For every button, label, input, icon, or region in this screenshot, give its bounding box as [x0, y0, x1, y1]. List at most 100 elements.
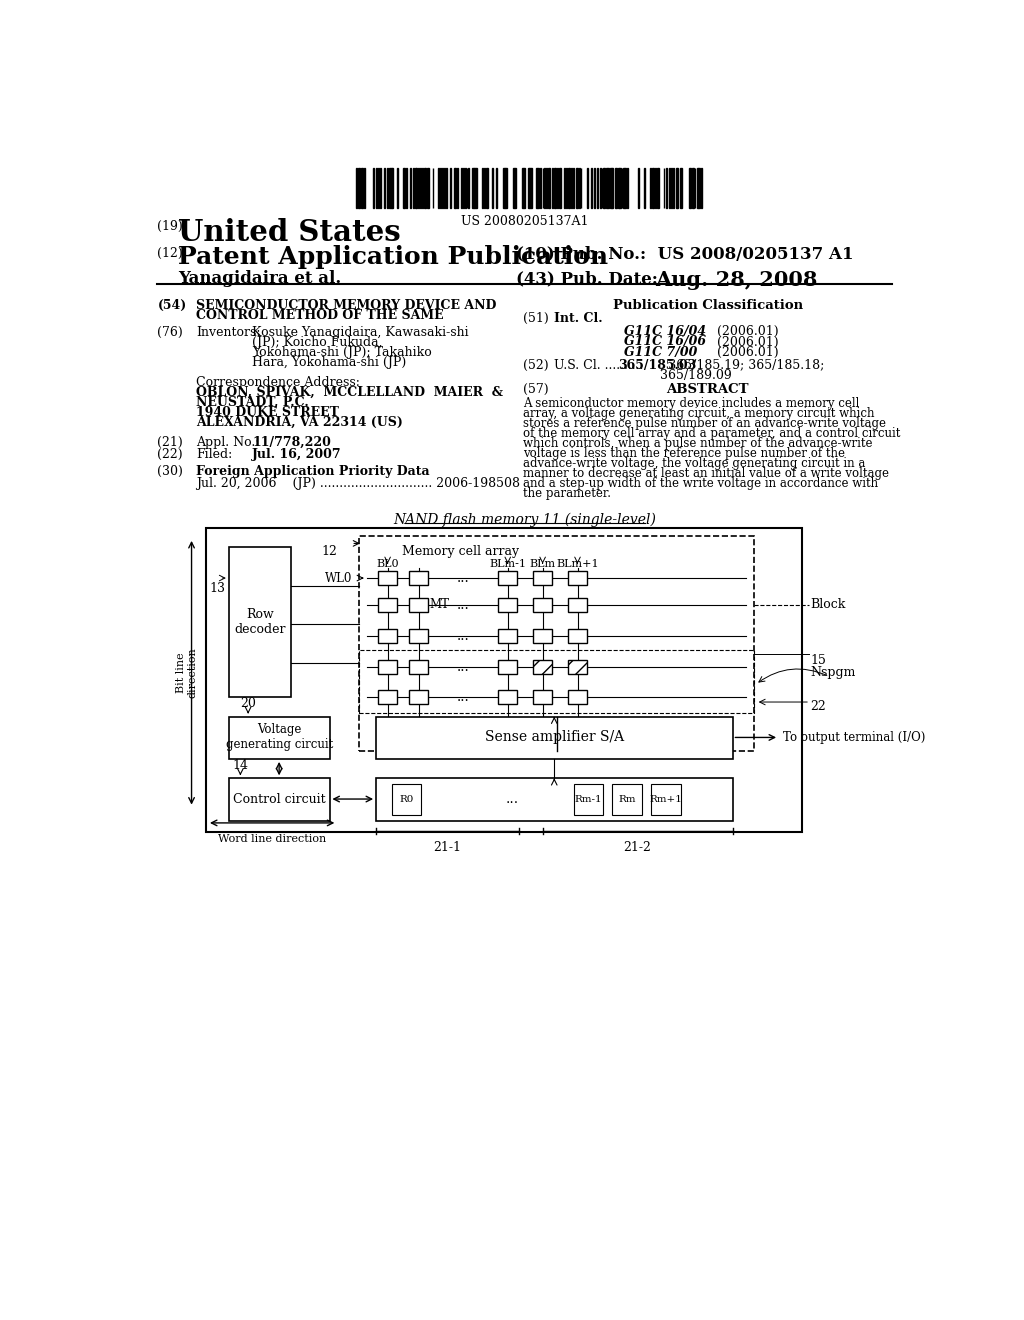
- Bar: [534, 660, 552, 673]
- Text: U.S. Cl. ..........: U.S. Cl. ..........: [554, 359, 647, 372]
- Bar: [359, 649, 755, 713]
- Bar: [410, 690, 428, 705]
- Text: (2006.01): (2006.01): [717, 335, 778, 348]
- Text: ALEXANDRIA, VA 22314 (US): ALEXANDRIA, VA 22314 (US): [197, 416, 403, 429]
- Bar: [620, 168, 621, 207]
- Text: CONTROL METHOD OF THE SAME: CONTROL METHOD OF THE SAME: [197, 309, 443, 322]
- Text: Kosuke Yanagidaira, Kawasaki-shi: Kosuke Yanagidaira, Kawasaki-shi: [252, 326, 469, 339]
- Text: (51): (51): [523, 313, 549, 326]
- Bar: [612, 784, 642, 816]
- Bar: [698, 168, 700, 207]
- Bar: [378, 660, 397, 673]
- Text: ...: ...: [457, 660, 469, 673]
- Text: (2006.01): (2006.01): [717, 325, 778, 338]
- Text: 365/185.03: 365/185.03: [617, 359, 696, 372]
- Text: MT: MT: [429, 598, 450, 611]
- Bar: [572, 168, 574, 207]
- Bar: [503, 168, 505, 207]
- Text: Row
decoder: Row decoder: [234, 609, 286, 636]
- Text: BLm-1: BLm-1: [489, 558, 526, 569]
- Bar: [624, 168, 626, 207]
- Text: array, a voltage generating circuit, a memory circuit which: array, a voltage generating circuit, a m…: [523, 407, 874, 420]
- Bar: [499, 690, 517, 705]
- Text: Publication Classification: Publication Classification: [612, 298, 803, 312]
- Text: ...: ...: [505, 792, 518, 807]
- Text: the parameter.: the parameter.: [523, 487, 611, 500]
- Text: Nspgm: Nspgm: [810, 667, 855, 680]
- Bar: [680, 168, 682, 207]
- Bar: [557, 168, 558, 207]
- Bar: [570, 168, 572, 207]
- Bar: [376, 717, 732, 759]
- Text: (57): (57): [523, 383, 549, 396]
- Bar: [652, 168, 654, 207]
- Text: which controls, when a pulse number of the advance-write: which controls, when a pulse number of t…: [523, 437, 872, 450]
- Bar: [387, 168, 388, 207]
- Text: Memory cell array: Memory cell array: [401, 545, 519, 558]
- Text: Voltage
generating circuit: Voltage generating circuit: [225, 723, 333, 751]
- Bar: [513, 168, 515, 207]
- Text: United States: United States: [178, 218, 401, 247]
- Bar: [568, 660, 587, 673]
- Bar: [410, 660, 428, 673]
- Text: ...: ...: [457, 598, 469, 612]
- Text: G11C 16/06: G11C 16/06: [624, 335, 707, 348]
- Bar: [378, 572, 397, 585]
- Bar: [575, 168, 578, 207]
- Bar: [378, 628, 397, 643]
- Text: 21-2: 21-2: [624, 841, 651, 854]
- Text: US 20080205137A1: US 20080205137A1: [461, 215, 589, 228]
- Bar: [228, 548, 291, 697]
- Bar: [537, 168, 539, 207]
- Text: ...: ...: [457, 690, 469, 705]
- Text: (76): (76): [158, 326, 183, 339]
- Bar: [610, 168, 611, 207]
- Bar: [534, 690, 552, 705]
- Text: BLm: BLm: [529, 558, 556, 569]
- Text: WL0: WL0: [326, 572, 352, 585]
- Text: (22): (22): [158, 447, 183, 461]
- Bar: [499, 572, 517, 585]
- Bar: [356, 168, 357, 207]
- Text: (21): (21): [158, 436, 183, 449]
- Bar: [410, 598, 428, 612]
- Bar: [568, 572, 587, 585]
- Text: voltage is less than the reference pulse number of the: voltage is less than the reference pulse…: [523, 447, 845, 461]
- Bar: [554, 168, 556, 207]
- Text: Hara, Yokohama-shi (JP): Hara, Yokohama-shi (JP): [252, 356, 407, 370]
- Bar: [376, 779, 732, 821]
- Text: Int. Cl.: Int. Cl.: [554, 313, 603, 326]
- Text: Foreign Application Priority Data: Foreign Application Priority Data: [197, 465, 430, 478]
- Text: Appl. No.:: Appl. No.:: [197, 436, 259, 449]
- Bar: [361, 168, 362, 207]
- Bar: [689, 168, 690, 207]
- Text: Yanagidaira et al.: Yanagidaira et al.: [178, 271, 342, 286]
- Text: NEUSTADT, P.C.: NEUSTADT, P.C.: [197, 396, 309, 409]
- Bar: [358, 168, 359, 207]
- Bar: [692, 168, 693, 207]
- Bar: [378, 690, 397, 705]
- Text: ...: ...: [457, 572, 469, 585]
- Text: (52): (52): [523, 359, 549, 372]
- Text: SEMICONDUCTOR MEMORY DEVICE AND: SEMICONDUCTOR MEMORY DEVICE AND: [197, 298, 497, 312]
- Bar: [657, 168, 658, 207]
- Bar: [472, 168, 474, 207]
- Text: G11C 16/04: G11C 16/04: [624, 325, 707, 338]
- Text: Aug. 28, 2008: Aug. 28, 2008: [655, 271, 817, 290]
- Text: (30): (30): [158, 465, 183, 478]
- Bar: [389, 168, 391, 207]
- Text: (10) Pub. No.:  US 2008/0205137 A1: (10) Pub. No.: US 2008/0205137 A1: [515, 246, 853, 263]
- Text: 1940 DUKE STREET: 1940 DUKE STREET: [197, 405, 339, 418]
- Bar: [499, 660, 517, 673]
- Bar: [403, 168, 406, 207]
- Bar: [534, 598, 552, 612]
- Bar: [397, 168, 398, 207]
- Text: Rm: Rm: [618, 795, 636, 804]
- Text: Sense amplifier S/A: Sense amplifier S/A: [484, 730, 624, 744]
- Bar: [566, 168, 567, 207]
- Text: ; 365/185.19; 365/185.18;: ; 365/185.19; 365/185.18;: [660, 359, 824, 372]
- Bar: [474, 168, 477, 207]
- Bar: [522, 168, 525, 207]
- Bar: [603, 168, 605, 207]
- Text: Inventors:: Inventors:: [197, 326, 261, 339]
